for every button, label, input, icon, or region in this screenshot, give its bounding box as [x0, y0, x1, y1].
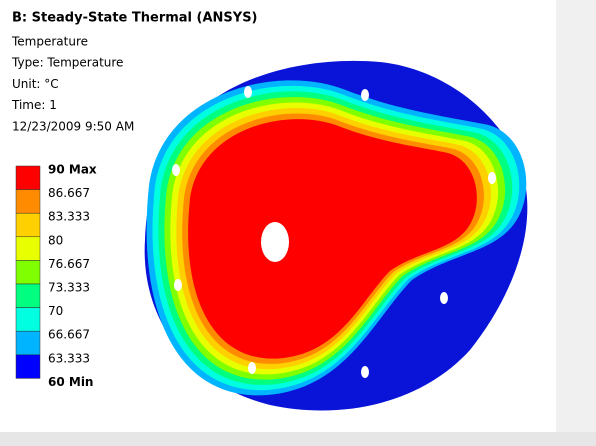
info-line: Unit: °C	[12, 77, 59, 91]
bolt-hole	[440, 292, 448, 304]
legend-swatch	[15, 165, 41, 190]
info-line: Temperature	[11, 35, 88, 49]
bolt-hole	[361, 89, 369, 101]
legend-swatch	[15, 189, 41, 214]
legend-swatch	[15, 236, 41, 261]
contour-bands	[146, 80, 527, 396]
legend-label: 80	[48, 233, 63, 247]
legend-swatch	[15, 260, 41, 285]
title: B: Steady-State Thermal (ANSYS)	[12, 11, 258, 26]
side-panel	[556, 0, 596, 446]
bolt-hole	[174, 279, 182, 291]
bolt-hole	[361, 366, 369, 378]
legend-label: 86.667	[48, 186, 90, 200]
center-hole	[261, 222, 289, 262]
legend-label: 83.333	[48, 210, 90, 224]
legend-label: 90 Max	[48, 163, 97, 177]
legend-label: 73.333	[48, 281, 90, 295]
bolt-hole	[172, 164, 180, 176]
legend-swatch	[15, 354, 41, 379]
info-line: Time: 1	[11, 98, 57, 112]
legend-label: 66.667	[48, 328, 90, 342]
legend-label: 76.667	[48, 257, 90, 271]
legend-swatch	[15, 330, 41, 356]
bolt-holes	[172, 86, 496, 378]
legend-swatch	[15, 307, 41, 332]
legend-label: 70	[48, 304, 63, 318]
bolt-hole	[248, 362, 256, 374]
legend-swatch	[15, 212, 41, 238]
model	[144, 60, 528, 411]
info-line: Type: Temperature	[11, 56, 123, 70]
legend-swatch	[15, 283, 41, 308]
bottom-bar	[0, 432, 596, 446]
legend-label: 63.333	[48, 351, 90, 365]
legend-label: 60 Min	[48, 375, 93, 389]
bolt-hole	[488, 172, 496, 184]
bolt-hole	[244, 86, 252, 98]
info-line: 12/23/2009 9:50 AM	[12, 119, 134, 133]
contour-band	[188, 119, 477, 359]
